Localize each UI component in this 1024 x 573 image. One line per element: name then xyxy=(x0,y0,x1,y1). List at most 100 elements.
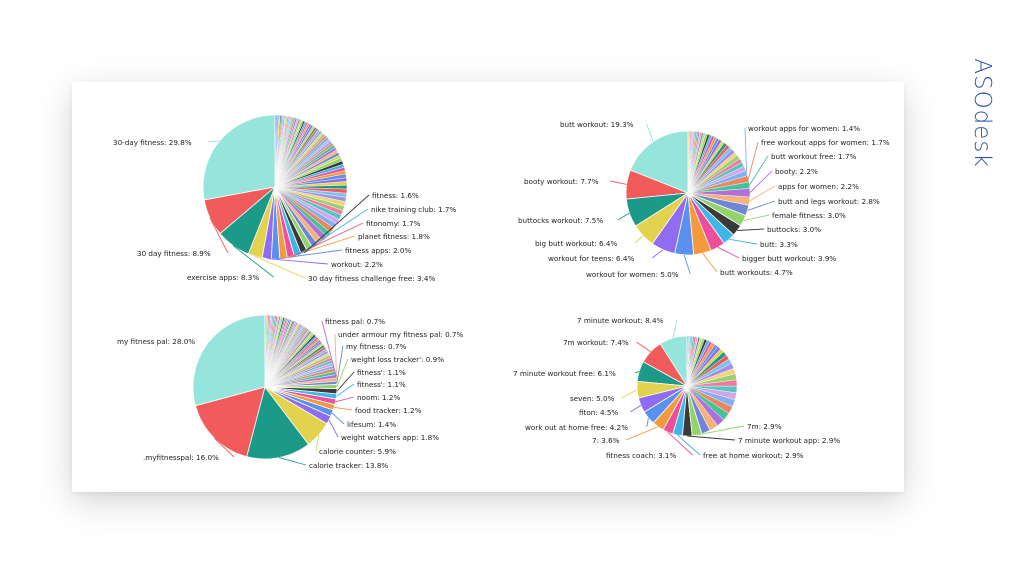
leader-line xyxy=(266,258,329,265)
slice-label: workout for women: 5.0% xyxy=(586,270,679,279)
slice-label: noom: 1.2% xyxy=(357,393,400,402)
slice-label: weight loss tracker': 0.9% xyxy=(351,355,444,364)
leader-line xyxy=(729,238,758,245)
slice-label: 30 day fitness: 8.9% xyxy=(137,249,211,258)
leader-line xyxy=(336,371,355,392)
slice-label: workout for teens: 6.4% xyxy=(548,254,634,263)
pie-chart-1: 30-day fitness: 29.8% 30 day fitness: 8.9… xyxy=(113,114,456,283)
leader-line xyxy=(304,194,370,254)
leader-line xyxy=(315,434,320,452)
slice-label: 30-day fitness: 29.8% xyxy=(113,138,192,147)
slice-label: fitness coach: 3.1% xyxy=(606,451,676,460)
leader-line xyxy=(625,426,659,441)
slice-label: 7m workout: 7.4% xyxy=(563,338,629,347)
leader-line xyxy=(636,341,651,353)
slice-label: butt workout free: 1.7% xyxy=(771,152,857,161)
leader-line xyxy=(747,200,776,211)
leader-line xyxy=(209,217,229,254)
slice-label: nike training club: 1.7% xyxy=(371,205,456,214)
slice-label: seven: 5.0% xyxy=(570,394,615,403)
leader-line xyxy=(646,417,649,428)
pie-slice xyxy=(274,114,277,188)
leader-line xyxy=(744,127,748,174)
pie-slice xyxy=(246,386,310,460)
slice-label: 7m: 2.9% xyxy=(747,422,782,431)
leader-line xyxy=(737,228,765,231)
leader-line xyxy=(683,254,691,275)
leader-line xyxy=(232,245,274,278)
pie-slice xyxy=(686,335,689,387)
slice-label: workout: 2.2% xyxy=(331,260,383,269)
slice-label: workout apps for women: 1.4% xyxy=(748,124,860,133)
leader-line xyxy=(336,345,344,383)
slice-label: food tracker: 1.2% xyxy=(355,406,422,415)
slice-label: butt workouts: 4.7% xyxy=(720,268,793,277)
leader-line xyxy=(702,252,718,273)
slice-label: lifesum: 1.4% xyxy=(347,420,396,429)
leader-line xyxy=(334,333,338,380)
leader-line xyxy=(667,431,693,456)
slice-label: my fitness: 0.7% xyxy=(346,342,406,351)
leader-line xyxy=(634,235,644,244)
slice-label: 7 minute workout free: 6.1% xyxy=(513,369,616,378)
slice-label: calorie counter: 5.9% xyxy=(319,447,396,456)
pie-slice xyxy=(264,314,267,388)
slice-label: butt workout: 19.3% xyxy=(560,120,634,129)
pie-slice xyxy=(202,114,276,201)
slice-label: buttocks: 3.0% xyxy=(767,225,821,234)
slice-label: 7 minute workout app: 2.9% xyxy=(738,436,840,445)
slice-label: calorie tracker: 13.8% xyxy=(309,461,388,470)
leader-line xyxy=(254,255,306,279)
leader-line xyxy=(610,180,627,185)
leader-line xyxy=(336,358,349,387)
leader-line xyxy=(749,185,776,202)
slice-label: booty workout: 7.7% xyxy=(524,177,599,186)
slice-label: fiton: 4.5% xyxy=(579,408,618,417)
slice-label: fitonomy: 1.7% xyxy=(366,219,421,228)
leader-line xyxy=(747,141,759,179)
leader-line xyxy=(621,389,638,399)
leader-line xyxy=(617,212,630,221)
slice-label: under armour my fitness pal: 0.7% xyxy=(338,330,463,339)
leader-line xyxy=(687,435,736,441)
leader-line xyxy=(278,457,307,466)
leader-line xyxy=(696,425,745,436)
pie-chart-4: 7 minute workout: 8.4% 7m workout: 7.4% 7 … xyxy=(513,316,840,460)
leader-line xyxy=(321,320,337,377)
slice-label: buttocks workout: 7.5% xyxy=(518,216,603,225)
slice-label: fitness: 1.6% xyxy=(372,191,419,200)
slice-label: 7 minute workout: 8.4% xyxy=(577,316,664,325)
slice-label: booty: 2.2% xyxy=(775,167,818,176)
slice-label: my fitness pal: 28.0% xyxy=(117,337,195,346)
slice-label: butt: 3.3% xyxy=(760,240,798,249)
slice-label: 30 day fitness challenge free: 3.4% xyxy=(308,274,435,283)
pie-slice xyxy=(687,130,690,194)
slice-label: work out at home free: 4.2% xyxy=(525,423,628,432)
slice-label: fitness pal: 0.7% xyxy=(325,317,385,326)
leader-line xyxy=(672,319,678,339)
slice-label: bigger butt workout: 3.9% xyxy=(742,254,836,263)
leader-line xyxy=(717,246,740,259)
slice-label: butt and legs workout: 2.8% xyxy=(778,197,880,206)
slice-label: apps for women: 2.2% xyxy=(778,182,859,191)
leader-line xyxy=(214,437,235,458)
slice-label: exercise apps: 8.3% xyxy=(187,273,259,282)
leader-line xyxy=(646,123,654,142)
slice-label: fitness': 1.1% xyxy=(357,380,406,389)
leader-line xyxy=(743,214,770,222)
slice-label: free at home workout: 2.9% xyxy=(703,451,804,460)
slice-label: .myfitnesspal: 16.0% xyxy=(143,453,219,462)
leader-line xyxy=(331,412,345,425)
slice-label: fitness apps: 2.0% xyxy=(345,246,412,255)
leader-line xyxy=(651,249,664,259)
leader-line xyxy=(336,383,355,397)
slice-label: 7: 3.6% xyxy=(592,436,620,445)
leader-line xyxy=(634,370,640,374)
slice-label: weight watchers app: 1.8% xyxy=(341,433,439,442)
leader-line xyxy=(328,419,339,438)
leader-line xyxy=(749,155,769,186)
leader-line xyxy=(630,404,642,413)
leader-line xyxy=(749,170,773,193)
slice-label: planet fitness: 1.8% xyxy=(358,232,430,241)
